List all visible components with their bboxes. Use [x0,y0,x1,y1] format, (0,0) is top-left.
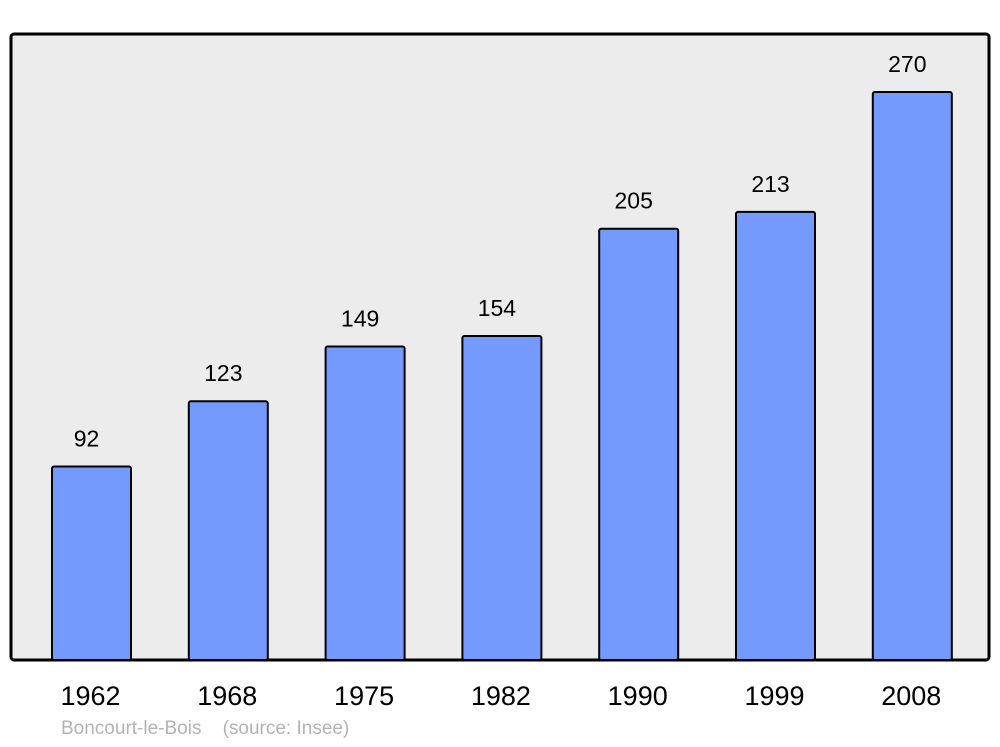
x-tick-label-1982: 1982 [471,681,531,711]
x-tick-label-1962: 1962 [60,681,120,711]
x-tick-label-1975: 1975 [334,681,394,711]
bar-1999 [735,210,816,662]
bar-1982 [461,335,543,661]
data-label-1999: 213 [751,171,789,197]
data-label-1962: 92 [74,425,100,451]
x-tick-label-2008: 2008 [881,681,941,711]
x-tick-label-1990: 1990 [608,681,668,711]
footer-caption: Boncourt-le-Bois (source: Insee) [61,718,349,740]
bar-2008 [871,91,953,661]
bar-1968 [187,400,269,661]
data-label-1968: 123 [204,360,242,386]
bar-1975 [324,345,406,661]
x-tick-label-1999: 1999 [744,681,804,711]
bar-1962 [51,465,132,661]
footer-source: (source: Insee) [222,718,350,739]
data-label-1990: 205 [615,188,653,214]
x-tick-label-1968: 1968 [197,681,257,711]
data-label-1982: 154 [478,295,517,321]
data-label-2008: 270 [888,51,926,77]
data-label-1975: 149 [341,306,379,332]
footer-place: Boncourt-le-Bois [61,718,202,739]
bar-1990 [598,227,680,661]
